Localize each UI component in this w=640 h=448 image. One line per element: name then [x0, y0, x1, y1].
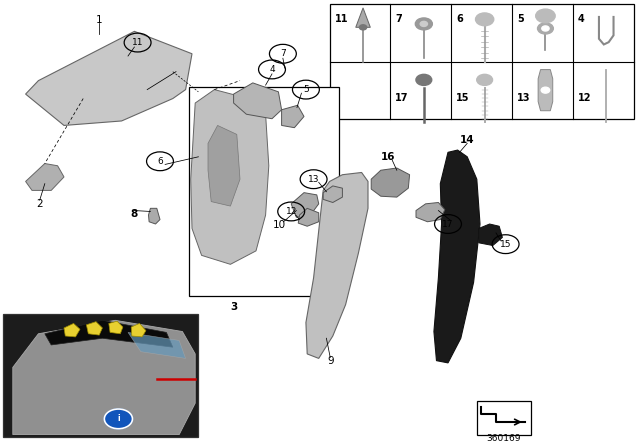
Polygon shape	[64, 323, 80, 337]
Text: 6: 6	[157, 157, 163, 166]
Text: 11: 11	[335, 14, 348, 24]
Polygon shape	[291, 193, 319, 217]
Text: 9: 9	[327, 356, 333, 366]
Text: 5: 5	[517, 14, 524, 24]
Polygon shape	[208, 125, 240, 206]
Text: 7: 7	[280, 49, 285, 58]
Polygon shape	[86, 322, 102, 335]
Polygon shape	[191, 90, 269, 264]
Circle shape	[104, 409, 132, 429]
Text: 2: 2	[36, 199, 43, 209]
Circle shape	[538, 23, 554, 34]
Polygon shape	[282, 105, 304, 128]
Polygon shape	[306, 172, 368, 358]
Text: 12: 12	[285, 207, 297, 216]
Text: 8: 8	[131, 209, 138, 219]
Text: 13: 13	[308, 175, 319, 184]
Circle shape	[360, 25, 367, 30]
Bar	[189, 87, 339, 296]
Text: 6: 6	[456, 14, 463, 24]
Polygon shape	[323, 186, 342, 202]
Text: 10: 10	[273, 220, 286, 230]
Circle shape	[420, 22, 428, 26]
Text: 3: 3	[230, 302, 237, 312]
Polygon shape	[479, 224, 502, 246]
Polygon shape	[131, 323, 146, 337]
Circle shape	[416, 74, 432, 86]
Polygon shape	[148, 208, 160, 224]
Polygon shape	[45, 320, 173, 347]
Text: 1: 1	[96, 15, 102, 25]
Text: 13: 13	[517, 93, 531, 103]
Circle shape	[536, 9, 555, 23]
Text: 7: 7	[396, 14, 402, 24]
Text: 16: 16	[381, 152, 396, 162]
Polygon shape	[416, 202, 445, 222]
Polygon shape	[356, 8, 371, 27]
Bar	[477, 401, 531, 435]
Text: 4: 4	[578, 14, 584, 24]
Bar	[3, 314, 198, 437]
Circle shape	[542, 26, 549, 31]
Text: 12: 12	[578, 93, 591, 103]
Text: 14: 14	[460, 135, 474, 145]
Circle shape	[477, 74, 493, 86]
Text: 5: 5	[303, 85, 308, 94]
Text: i: i	[117, 414, 120, 423]
Text: 15: 15	[456, 93, 470, 103]
Text: 17: 17	[396, 93, 409, 103]
Polygon shape	[234, 83, 282, 119]
Polygon shape	[109, 321, 123, 334]
Text: 15: 15	[500, 240, 511, 249]
Polygon shape	[371, 168, 410, 197]
Polygon shape	[298, 208, 319, 226]
Polygon shape	[26, 164, 64, 190]
Polygon shape	[128, 332, 186, 358]
Text: 360169: 360169	[486, 434, 521, 443]
Text: 17: 17	[442, 220, 454, 228]
Text: 11: 11	[132, 38, 143, 47]
Polygon shape	[538, 69, 553, 111]
Bar	[330, 4, 634, 119]
Circle shape	[415, 18, 433, 30]
Polygon shape	[26, 31, 192, 125]
Text: 4: 4	[269, 65, 275, 74]
Polygon shape	[434, 150, 480, 363]
Circle shape	[476, 13, 494, 26]
Polygon shape	[13, 320, 195, 435]
Circle shape	[541, 87, 550, 93]
